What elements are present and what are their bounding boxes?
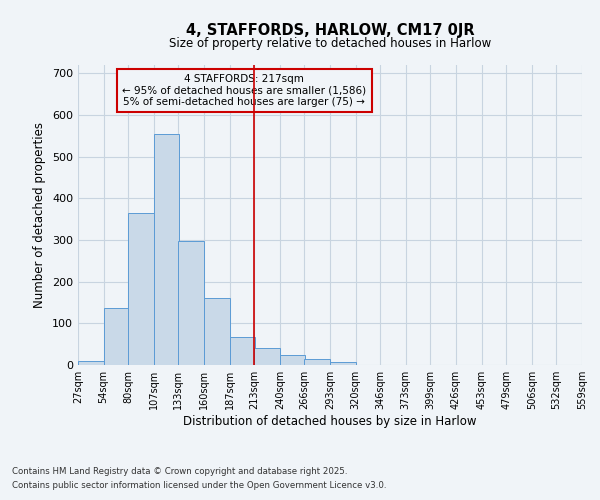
Bar <box>304 359 330 365</box>
Bar <box>330 362 356 365</box>
Bar <box>178 241 204 365</box>
Text: 4, STAFFORDS, HARLOW, CM17 0JR: 4, STAFFORDS, HARLOW, CM17 0JR <box>185 22 475 38</box>
Bar <box>230 337 255 365</box>
Y-axis label: Number of detached properties: Number of detached properties <box>34 122 46 308</box>
Text: Size of property relative to detached houses in Harlow: Size of property relative to detached ho… <box>169 38 491 51</box>
Bar <box>78 361 104 365</box>
Bar <box>254 348 280 365</box>
X-axis label: Distribution of detached houses by size in Harlow: Distribution of detached houses by size … <box>183 415 477 428</box>
Bar <box>128 213 154 365</box>
Text: 4 STAFFORDS: 217sqm
← 95% of detached houses are smaller (1,586)
5% of semi-deta: 4 STAFFORDS: 217sqm ← 95% of detached ho… <box>122 74 367 107</box>
Text: Contains HM Land Registry data © Crown copyright and database right 2025.: Contains HM Land Registry data © Crown c… <box>12 467 347 476</box>
Bar <box>154 134 179 365</box>
Text: Contains public sector information licensed under the Open Government Licence v3: Contains public sector information licen… <box>12 481 386 490</box>
Bar <box>280 354 305 365</box>
Bar <box>204 298 230 365</box>
Bar <box>104 308 129 365</box>
